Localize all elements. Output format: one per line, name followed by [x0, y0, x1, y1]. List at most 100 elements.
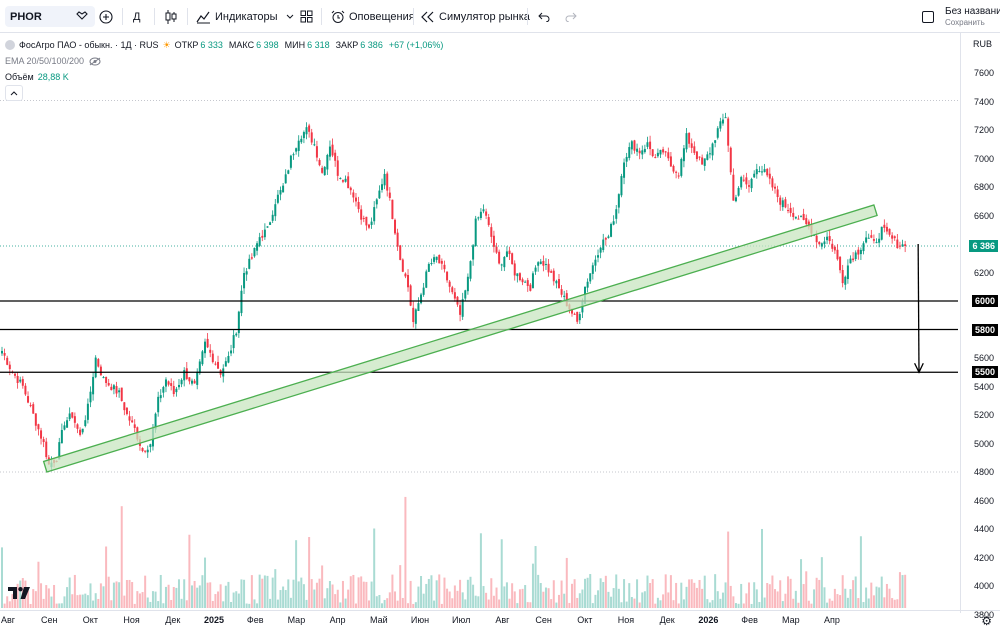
candle-body — [787, 210, 790, 212]
volume-bar — [859, 536, 862, 608]
time-axis[interactable]: Авг Сен Окт Ноя Дек 2025 Фев Мар Апр Май Июн Июл Авг… — [0, 610, 1000, 630]
volume-bar — [289, 597, 292, 608]
volume-bar — [58, 603, 61, 608]
layout-name-block[interactable]: Без названия Сохранить — [945, 6, 1000, 27]
candle-body — [328, 146, 331, 157]
undo-button[interactable] — [537, 0, 551, 33]
candle-body — [6, 357, 9, 365]
volume-bar — [638, 602, 641, 608]
candle-body — [740, 177, 743, 188]
candle-body — [695, 151, 698, 160]
volume-bar — [740, 583, 743, 608]
add-symbol-button[interactable] — [97, 0, 115, 33]
templates-button[interactable] — [298, 0, 314, 33]
candle-body — [781, 200, 784, 208]
symbol-settings-icon[interactable] — [75, 9, 89, 23]
candle-body — [32, 404, 35, 414]
chart-type-button[interactable] — [163, 0, 179, 33]
legend-collapse-button[interactable] — [5, 85, 443, 101]
candle-body — [774, 186, 777, 189]
candle-body — [183, 370, 186, 381]
price-tick-label: 4600 — [973, 495, 994, 506]
candle-body — [490, 227, 493, 237]
price-axis[interactable]: RUB 760074007200700068006600640062006000… — [960, 33, 1000, 620]
alarm-clock-icon — [331, 10, 345, 23]
volume-bar — [248, 603, 251, 608]
replay-button[interactable]: Симулятор рынка — [421, 0, 530, 33]
chart-settings-icon[interactable]: ⚙ — [981, 614, 992, 628]
candle-body — [893, 236, 896, 239]
volume-bar — [737, 603, 740, 608]
volume-bar — [479, 533, 482, 608]
candle-body — [539, 261, 542, 264]
volume-bar — [459, 579, 462, 608]
candle-body — [284, 174, 287, 184]
volume-bar — [495, 587, 498, 608]
volume-bar — [466, 579, 469, 608]
volume-bar — [904, 574, 907, 608]
candle-body — [537, 262, 540, 266]
candle-body — [755, 169, 758, 175]
candle-body — [440, 260, 443, 264]
candle-body — [646, 142, 649, 147]
candle-body — [602, 239, 605, 250]
layout-checkbox[interactable] — [921, 0, 935, 33]
open-value: 6 333 — [200, 40, 223, 50]
volume-bar — [141, 592, 144, 608]
candle-body — [552, 270, 555, 282]
volume-bar — [112, 582, 115, 608]
currency-label: RUB — [972, 39, 992, 49]
volume-value: 28,88 K — [37, 72, 69, 82]
candle-body — [308, 125, 311, 132]
candle-body — [396, 232, 399, 247]
candle-body — [224, 361, 227, 367]
candle-body — [217, 361, 220, 369]
candle-body — [612, 221, 615, 225]
volume-bar — [537, 574, 540, 608]
volume-bar — [336, 589, 339, 608]
volume-bar — [732, 596, 735, 608]
indicators-button[interactable]: Индикаторы — [196, 0, 294, 33]
interval-button[interactable]: Д — [133, 0, 140, 33]
alerts-label: Оповещения — [349, 10, 415, 23]
volume-bar — [370, 581, 373, 608]
candle-body — [849, 258, 852, 264]
volume-bar — [875, 586, 878, 608]
redo-button[interactable] — [564, 0, 578, 33]
alerts-button[interactable]: Оповещения — [331, 0, 415, 33]
eye-hidden-icon[interactable] — [89, 57, 101, 66]
candle-body — [300, 138, 303, 143]
time-tick-label: Июл — [452, 615, 471, 625]
price-chart[interactable] — [0, 33, 1000, 630]
volume-bar — [630, 597, 633, 608]
volume-bar — [560, 580, 563, 608]
candle-body — [66, 420, 69, 428]
candle-body — [94, 357, 97, 378]
time-tick-label: Авг — [495, 615, 510, 625]
candle-body — [831, 243, 834, 249]
volume-bar — [357, 577, 360, 608]
volume-bar — [698, 579, 701, 608]
volume-bar — [1, 547, 3, 608]
candle-body — [97, 359, 100, 367]
volume-bar — [872, 595, 875, 608]
volume-bar — [209, 582, 212, 608]
indicators-label: Индикаторы — [215, 10, 278, 23]
volume-bar — [727, 531, 730, 608]
volume-bar — [323, 598, 326, 608]
volume-indicator-row[interactable]: Объём 28,88 K — [5, 69, 443, 85]
ema-indicator-row[interactable]: EMA 20/50/100/200 — [5, 53, 443, 69]
symbol-search-button[interactable]: PHOR — [5, 6, 95, 27]
candle-body — [230, 350, 233, 354]
volume-bar — [274, 569, 277, 608]
candle-body — [401, 259, 404, 272]
candle-body — [797, 218, 800, 220]
price-tick-label: 7600 — [973, 68, 994, 78]
volume-bar — [409, 580, 412, 608]
volume-bar — [308, 537, 311, 608]
candle-body — [297, 140, 300, 151]
candle-body — [357, 201, 360, 210]
tradingview-logo[interactable] — [8, 587, 30, 602]
candle-body — [841, 270, 844, 284]
candle-body — [505, 251, 508, 257]
